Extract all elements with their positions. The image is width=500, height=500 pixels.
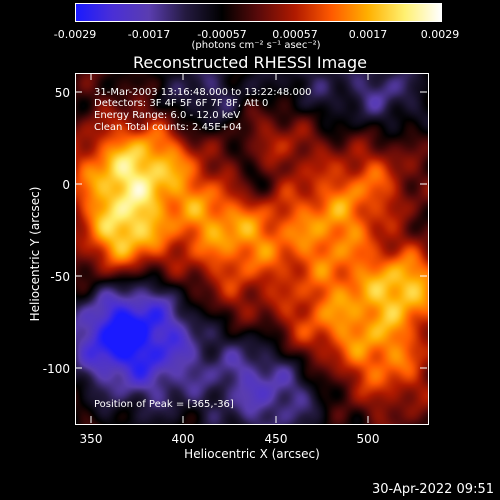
x-tick-label: 400 <box>171 432 195 446</box>
colorbar-units: (photons cm⁻² s⁻¹ asec⁻²) <box>191 40 321 51</box>
x-tick-label: 500 <box>356 432 380 446</box>
timestamp: 30-Apr-2022 09:51 <box>372 482 494 497</box>
colorbar-tick: 0.00057 <box>272 28 318 41</box>
colorbar-tick: 0.0017 <box>348 28 388 41</box>
colorbar-ticks: -0.0029 -0.0017 -0.00057 0.00057 0.0017 … <box>0 0 500 41</box>
plot-title: Reconstructed RHESSI Image <box>133 53 367 72</box>
x-tick-label: 350 <box>79 432 103 446</box>
y-axis-label: Heliocentric Y (arcsec) <box>28 186 42 322</box>
x-axis-label: Heliocentric X (arcsec) <box>184 447 320 461</box>
colorbar-tick: 0.0029 <box>420 28 460 41</box>
colorbar-tick: -0.0017 <box>127 28 171 41</box>
annotation-peak-position: Position of Peak = [365,-36] <box>94 399 234 410</box>
y-tick-label: -100 <box>42 362 70 376</box>
colorbar-tick: -0.0029 <box>53 28 97 41</box>
annotation-detectors: Detectors: 3F 4F 5F 6F 7F 8F, Att 0 <box>94 98 269 109</box>
colorbar <box>75 3 442 22</box>
annotation-clean: Clean Total counts: 2.45E+04 <box>94 122 242 133</box>
heatmap-image <box>76 74 428 424</box>
rhessi-image-panel: 31-Mar-2003 13:16:48.000 to 13:22:48.000… <box>75 73 429 425</box>
y-tick-label: 50 <box>54 86 70 100</box>
annotation-time: 31-Mar-2003 13:16:48.000 to 13:22:48.000 <box>94 87 312 98</box>
y-tick-label: 0 <box>62 178 70 192</box>
x-tick-label: 450 <box>264 432 288 446</box>
colorbar-tick: -0.00057 <box>197 28 247 41</box>
annotation-energy: Energy Range: 6.0 - 12.0 keV <box>94 110 241 121</box>
y-tick-label: -50 <box>50 270 70 284</box>
